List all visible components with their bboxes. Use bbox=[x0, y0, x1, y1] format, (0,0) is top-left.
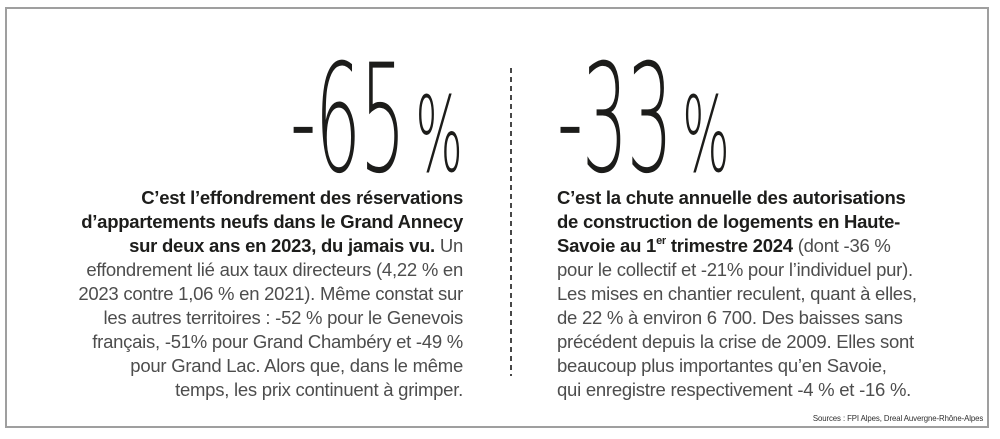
stat-right-number: -33% bbox=[557, 45, 730, 221]
description-line: temps, les prix continuent à grimper. bbox=[175, 379, 463, 400]
description-line: pour Grand Lac. Alors que, dans le même bbox=[130, 355, 463, 376]
description-line: C’est la chute annuelle des autorisation… bbox=[557, 187, 906, 208]
stat-right-value: -33% bbox=[557, 45, 993, 195]
description-line: Savoie au 1er trimestre 2024 (dont -36 % bbox=[557, 234, 993, 258]
description-line: qui enregistre respectivement -4 % et -1… bbox=[557, 379, 912, 400]
stat-left-digits: -65 bbox=[290, 33, 406, 207]
description-regular-segment: Un bbox=[434, 235, 463, 256]
description-bold-segment: Savoie au 1 bbox=[557, 235, 657, 256]
description-bold-segment: trimestre 2024 bbox=[665, 235, 793, 256]
infographic-panel: -65% C’est l’effondrement des réservatio… bbox=[5, 7, 989, 428]
stat-left-description: C’est l’effondrement des réservations d’… bbox=[27, 186, 463, 402]
stat-left-number: -65% bbox=[290, 45, 463, 221]
stat-left-value: -65% bbox=[27, 45, 463, 195]
description-line: Les mises en chantier reculent, quant à … bbox=[557, 283, 917, 304]
stat-right-description: C’est la chute annuelle des autorisation… bbox=[557, 186, 993, 402]
stat-left: -65% C’est l’effondrement des réservatio… bbox=[27, 45, 463, 402]
stat-right-digits: -33 bbox=[557, 33, 673, 207]
percent-sign: % bbox=[415, 74, 463, 196]
sources-credit: Sources : FPI Alpes, Dreal Auvergne-Rhôn… bbox=[812, 413, 984, 423]
description-line: précédent depuis la crise de 2009. Elles… bbox=[557, 331, 914, 352]
description-line: les autres territoires : -52 % pour le G… bbox=[103, 307, 464, 328]
description-regular-segment: (dont -36 % bbox=[792, 235, 891, 256]
description-line: français, -51% pour Grand Chambéry et -4… bbox=[92, 331, 463, 352]
ordinal-superscript: er bbox=[656, 234, 666, 247]
description-line: sur deux ans en 2023, du jamais vu. Un bbox=[27, 234, 463, 258]
description-bold-segment: sur deux ans en 2023, du jamais vu. bbox=[129, 235, 435, 256]
description-line: de construction de logements en Haute- bbox=[557, 211, 901, 232]
description-line: 2023 contre 1,06 % en 2021). Même consta… bbox=[78, 283, 463, 304]
percent-sign: % bbox=[682, 74, 730, 196]
description-line: beaucoup plus importantes qu’en Savoie, bbox=[557, 355, 887, 376]
description-line: de 22 % à environ 6 700. Des baisses san… bbox=[557, 307, 903, 328]
description-line: pour le collectif et -21% pour l’individ… bbox=[557, 259, 913, 280]
description-line: effondrement lié aux taux directeurs (4,… bbox=[86, 259, 463, 280]
description-line: d’appartements neufs dans le Grand Annec… bbox=[81, 211, 463, 232]
stat-right: -33% C’est la chute annuelle des autoris… bbox=[557, 45, 993, 402]
dashed-divider bbox=[510, 68, 512, 376]
description-line: C’est l’effondrement des réservations bbox=[141, 187, 463, 208]
